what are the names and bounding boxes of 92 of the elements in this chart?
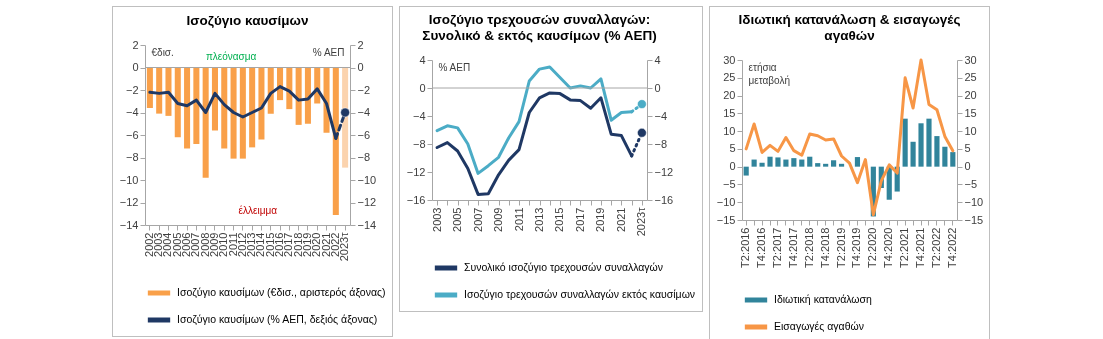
x-tick-label: 2019	[594, 207, 607, 232]
y-tick-label: −8	[412, 137, 426, 150]
x-tick-label: Τ4:2017	[786, 227, 799, 268]
x-tick-label: Τ2:2022	[929, 227, 942, 268]
y-tick-label: −4	[125, 106, 139, 118]
y2-tick-label: −4	[654, 109, 668, 122]
y2-tick-label: 25	[964, 71, 977, 84]
y2-tick-label: 10	[964, 124, 977, 137]
y-tick-label: −16	[406, 193, 426, 206]
y2-tick-label: −8	[654, 137, 668, 150]
chart-title: Ισοζύγιο τρεχουσών συναλλαγών: Συνολικό & εκτός καυσίμων (% ΑΕΠ)	[422, 12, 657, 43]
y2-tick-label: −14	[357, 218, 377, 231]
y2-tick-label: 0	[964, 160, 971, 173]
x-tick-label: 2005	[451, 207, 464, 232]
y-tick-label: −12	[406, 165, 426, 178]
x-tick-label: Τ2:2016	[739, 227, 752, 268]
x-tick-label: Τ2:2020	[866, 227, 879, 268]
annotation: πλεόνασμα	[205, 51, 257, 62]
y2-tick-label: −4	[357, 106, 371, 118]
y-tick-label: 30	[723, 53, 736, 66]
y2-tick-label: −8	[357, 151, 371, 163]
legend-label: Ιδιωτική κατανάλωση	[774, 293, 872, 305]
x-tick-label: 2011	[512, 207, 525, 232]
y-tick-label: −10	[119, 173, 139, 186]
x-tick-label: Τ2:2018	[802, 227, 815, 268]
y2-tick-label: −12	[654, 165, 674, 178]
chart-title: Ισοζύγιο καυσίμων	[186, 12, 309, 28]
x-tick-label: 2015	[553, 207, 566, 232]
y-tick-label: 5	[729, 142, 736, 155]
y2-tick-label: −10	[357, 173, 377, 186]
y2-tick-label: −5	[964, 177, 978, 190]
y2-tick-label: 2	[357, 38, 364, 51]
x-tick-label: 2009	[492, 207, 505, 232]
y2-tick-label: −16	[654, 193, 674, 206]
annotation: έλλειμμα	[238, 205, 278, 216]
y-axis-title: % ΑΕΠ	[438, 61, 471, 73]
x-tick-label: 2017	[573, 207, 586, 232]
x-tick-label: 2013	[533, 207, 545, 232]
y2-tick-label: −6	[357, 128, 371, 141]
y2-tick-label: −12	[357, 196, 377, 208]
y-axis-title: ετήσια μεταβολή	[748, 61, 790, 86]
x-tick-label: 2023τ	[338, 231, 351, 262]
y-tick-label: −12	[119, 196, 139, 208]
y2-tick-label: −10	[964, 195, 984, 208]
y-tick-label: 2	[132, 38, 139, 51]
x-tick-label: 2021	[614, 207, 627, 232]
y2-tick-label: 0	[654, 81, 661, 94]
legend-label: Συνολικό ισοζύγιο τρεχουσών συναλλαγών	[464, 261, 664, 273]
x-tick-label: Τ2:2021	[898, 227, 911, 268]
y-tick-label: 0	[419, 81, 426, 94]
legend-label: Εισαγωγές αγαθών	[774, 320, 864, 332]
y-tick-label: 20	[723, 89, 736, 102]
x-tick-label: 2002	[142, 232, 155, 257]
x-tick-label: Τ2:2019	[834, 227, 847, 268]
y-tick-label: 0	[729, 160, 736, 173]
x-tick-label: 2003	[430, 207, 443, 232]
x-tick-label: Τ2:2017	[770, 227, 783, 268]
x-tick-label: Τ4:2016	[755, 227, 768, 268]
y2-tick-label: −2	[357, 83, 371, 96]
y-tick-label: −4	[412, 109, 426, 122]
y-tick-label: −14	[119, 218, 139, 231]
y-tick-label: −5	[722, 177, 736, 190]
y2-tick-label: 0	[357, 61, 364, 73]
y2-tick-label: 5	[964, 142, 971, 155]
y-tick-label: 0	[132, 61, 139, 73]
y-tick-label: 15	[723, 106, 736, 119]
y2-tick-label: 20	[964, 89, 977, 102]
y2-axis-title: % ΑΕΠ	[312, 46, 345, 58]
legend-label: Ισοζύγιο καυσίμων (€δισ., αριστερός άξονας)	[177, 286, 386, 298]
y-axis-title: €δισ.	[151, 46, 174, 58]
x-tick-label: Τ4:2019	[850, 227, 863, 268]
x-tick-label: 2023τ	[635, 206, 648, 237]
y-tick-label: −15	[716, 213, 736, 226]
y2-tick-label: 4	[654, 53, 661, 66]
y-tick-label: −10	[716, 195, 736, 208]
y-tick-label: 10	[723, 124, 736, 137]
x-tick-label: Τ4:2020	[882, 227, 895, 268]
chart-title: Ιδιωτική κατανάλωση & εισαγωγές αγαθών	[738, 12, 961, 43]
legend-label: Ισοζύγιο καυσίμων (% ΑΕΠ, δεξιός άξονας)	[177, 313, 378, 325]
y-tick-label: −6	[125, 128, 139, 141]
y-tick-label: −8	[125, 151, 139, 163]
x-tick-label: Τ4:2022	[945, 227, 958, 268]
y2-tick-label: 30	[964, 53, 977, 66]
y-tick-label: 25	[723, 71, 736, 84]
x-tick-label: 2007	[471, 207, 484, 232]
x-tick-label: Τ4:2018	[818, 227, 831, 268]
x-tick-label: Τ4:2021	[914, 227, 927, 268]
y-tick-label: 4	[419, 53, 426, 66]
y2-tick-label: 15	[964, 106, 977, 119]
legend-label: Ισοζύγιο τρεχουσών συναλλαγών εκτός καυσίμων	[464, 288, 696, 300]
y-tick-label: −2	[125, 83, 139, 96]
y2-tick-label: −15	[964, 213, 984, 226]
